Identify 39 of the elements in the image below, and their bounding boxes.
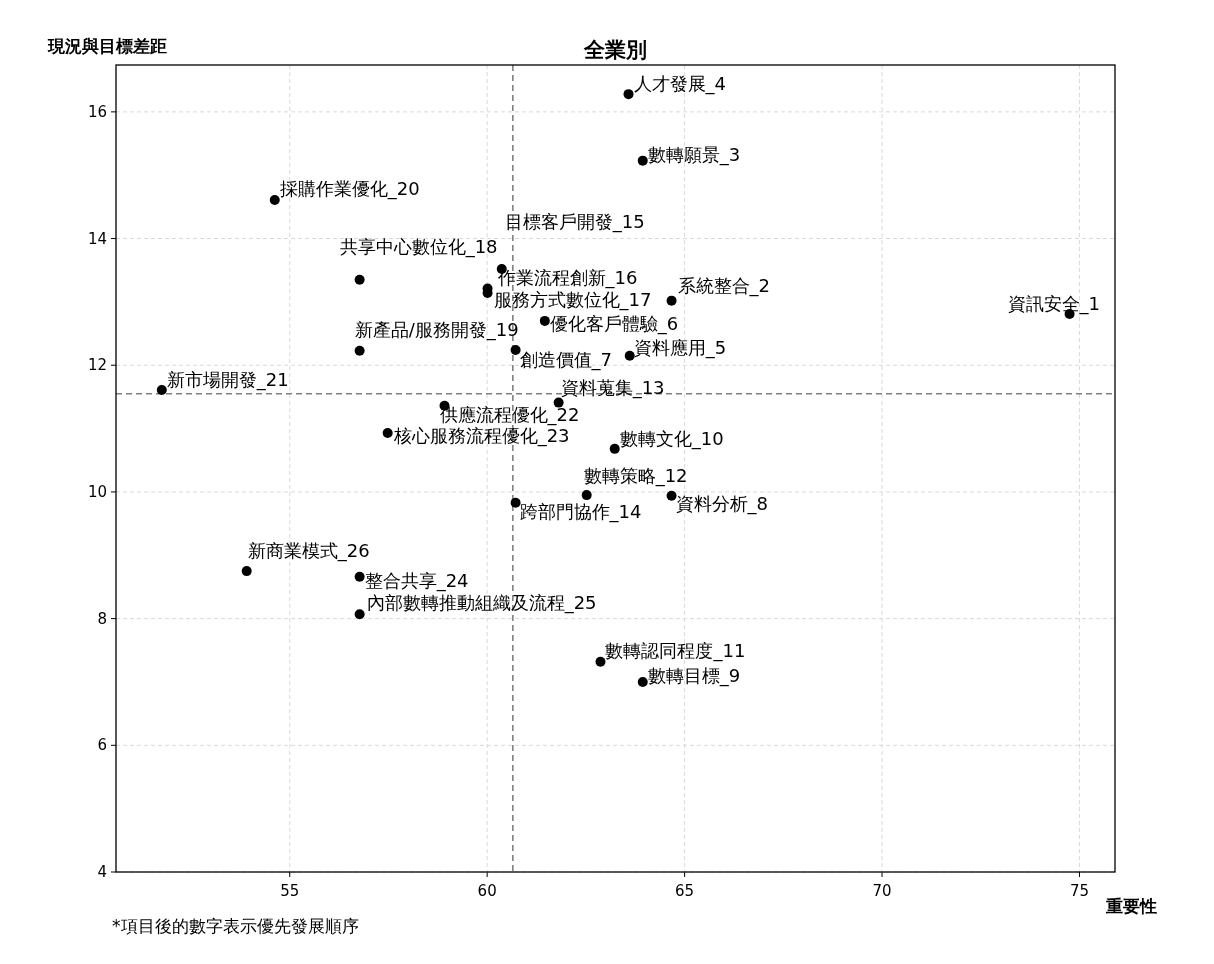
annotation: 人才發展_4 (633, 73, 726, 96)
x-tick-label: 65 (675, 882, 695, 900)
y-tick-label: 14 (87, 229, 107, 248)
annotation: 創造價值_7 (519, 349, 613, 372)
x-tick-label: 55 (280, 882, 300, 900)
annotation: 服務方式數位化_17 (493, 289, 652, 312)
annotation: 採購作業優化_20 (279, 177, 420, 200)
annotation: 目標客戶開發_15 (504, 210, 645, 233)
annotation: 數轉目標_9 (647, 664, 741, 687)
y-tick-label: 16 (87, 102, 107, 121)
x-tick-label: 75 (1069, 882, 1090, 900)
annotation: 整合共享_24 (364, 569, 469, 592)
x-axis-title: 重要性 (1105, 896, 1157, 916)
chart-title: 全業別 (583, 38, 647, 62)
y-tick-label: 6 (97, 736, 107, 755)
annotation: 核心服務流程優化_23 (392, 425, 570, 448)
annotation: 新商業模式_26 (247, 540, 370, 563)
y-tick-label: 10 (87, 482, 107, 501)
annotation: 系統整合_2 (677, 274, 771, 297)
annotation: 數轉文化_10 (619, 427, 724, 450)
annotation: 新市場開發_21 (166, 368, 289, 391)
annotation: 數轉認同程度_11 (605, 639, 746, 662)
text: *項目後的數字表示優先發展順序 (112, 916, 359, 936)
annotation: 資料應用_5 (633, 336, 727, 359)
annotation: 資料蒐集_13 (560, 376, 665, 399)
x-tick-label: 60 (477, 882, 497, 900)
y-tick-label: 12 (87, 356, 107, 375)
annotation: 優化客戶體驗_6 (549, 312, 679, 335)
annotation: 資料分析_8 (675, 492, 769, 515)
x-tick-label: 70 (872, 882, 892, 900)
y-tick-label: 8 (97, 609, 107, 628)
annotation: 數轉願景_3 (647, 143, 741, 166)
y-axis-title: 現況與目標差距 (47, 36, 167, 56)
y-tick-label: 4 (97, 863, 107, 881)
annotation: 跨部門協作_14 (519, 500, 642, 523)
annotation: 新產品/服務開發_19 (354, 318, 519, 341)
annotation: 共享中心數位化_18 (339, 235, 498, 258)
annotation: 內部數轉推動組織及流程_25 (366, 592, 597, 615)
annotation: 數轉策略_12 (583, 465, 688, 488)
